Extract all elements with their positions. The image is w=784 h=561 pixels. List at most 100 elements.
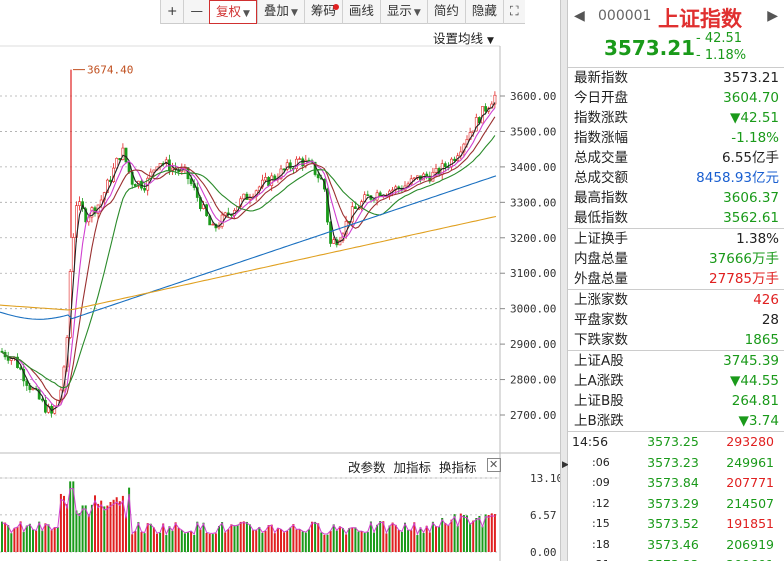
sub-bar bbox=[283, 532, 286, 552]
sub-bar bbox=[270, 524, 273, 552]
quote-label: 总成交额 bbox=[574, 170, 628, 186]
sub-bar bbox=[208, 533, 211, 552]
sub-bar bbox=[363, 533, 366, 552]
candle-body bbox=[316, 174, 320, 179]
toolbar-button-7[interactable]: 简约 bbox=[426, 0, 465, 24]
sub-bar bbox=[329, 530, 332, 552]
sub-bar bbox=[32, 529, 34, 552]
quote-group2: 上证换手 1.38% 内盘总量 37666万手 外盘总量 27785万手 bbox=[568, 229, 784, 290]
sub-bar bbox=[10, 533, 13, 552]
sub-bar bbox=[444, 522, 447, 552]
chevron-right-icon[interactable]: ▶ bbox=[562, 460, 569, 470]
sub-bar bbox=[301, 531, 304, 552]
sub-bar bbox=[493, 514, 496, 552]
ma5-line bbox=[1, 102, 496, 412]
candle-body bbox=[248, 197, 252, 200]
add-indicator-button[interactable]: 加指标 bbox=[393, 460, 432, 475]
tick-price: 3573.84 bbox=[647, 475, 699, 490]
tick-price: 3573.23 bbox=[647, 454, 699, 470]
quote-label: 上证换手 bbox=[574, 231, 628, 247]
quote-row: 平盘家数 28 bbox=[568, 310, 784, 330]
prev-stock-icon[interactable]: ◀ bbox=[574, 8, 585, 24]
quote-row: 指数涨幅 -1.18% bbox=[568, 128, 784, 148]
candle-body bbox=[353, 206, 357, 209]
sub-bar bbox=[450, 519, 453, 552]
sub-bar bbox=[143, 533, 146, 552]
sub-bar bbox=[304, 532, 307, 552]
quote-label: 下跌家数 bbox=[574, 332, 628, 348]
sub-bar bbox=[459, 513, 462, 552]
quote-value: ▼3.74 bbox=[738, 413, 779, 429]
candle-body bbox=[121, 147, 125, 160]
stock-code: 000001 bbox=[598, 8, 652, 24]
sub-bar bbox=[125, 516, 127, 552]
switch-indicator-button[interactable]: 换指标 bbox=[439, 460, 477, 475]
sub-bar bbox=[311, 521, 313, 552]
sub-bar bbox=[221, 522, 224, 552]
sub-bar bbox=[211, 534, 214, 552]
toolbar-button-5[interactable]: 画线 bbox=[341, 0, 380, 24]
candle-body bbox=[453, 158, 457, 161]
quote-group3: 上涨家数 426 平盘家数 28 下跌家数 1865 bbox=[568, 290, 784, 351]
toolbar-button-6[interactable]: 显示 ▼ bbox=[379, 0, 427, 24]
sub-bar bbox=[245, 521, 248, 552]
sub-bar bbox=[106, 505, 109, 552]
tick-list[interactable]: 14:56 3573.25 293280:06 3573.23 249961:09 357… bbox=[568, 432, 784, 561]
y-tick-label: 2900.00 bbox=[510, 338, 556, 351]
candle-body bbox=[223, 212, 227, 216]
sub-bar bbox=[50, 530, 53, 552]
candle-body bbox=[428, 175, 432, 182]
candle-body bbox=[329, 221, 333, 244]
sub-bar bbox=[218, 525, 220, 552]
sub-bar bbox=[466, 515, 468, 552]
kline-chart-area[interactable]: 3600.00 3500.00 3400.00 3300.00 3200.00 3100.… bbox=[0, 0, 560, 561]
sub-bar bbox=[345, 534, 348, 552]
candle-body bbox=[152, 169, 156, 173]
sub-bar bbox=[286, 530, 289, 552]
chevron-down-icon: ▼ bbox=[243, 9, 250, 19]
sub-bar bbox=[47, 524, 50, 552]
ma-setting-button[interactable]: 设置均线 ▼ bbox=[433, 28, 494, 47]
sub-bar bbox=[199, 529, 202, 552]
quote-row: 外盘总量 27785万手 bbox=[568, 269, 784, 289]
sub-bar bbox=[63, 495, 65, 552]
candle-body bbox=[78, 201, 81, 206]
sub-bar bbox=[379, 521, 382, 552]
chart-toolbar: + — 复权 ▼ 叠加 ▼ 筹码 画线 显示 ▼ 简约 隐藏 ⛶ bbox=[160, 0, 525, 24]
toolbar-button-8[interactable]: 隐藏 bbox=[464, 0, 503, 24]
sub-bar bbox=[180, 530, 183, 552]
toolbar-button-9[interactable]: ⛶ bbox=[502, 0, 525, 24]
kline-chart[interactable]: 3600.00 3500.00 3400.00 3300.00 3200.00 3100.… bbox=[0, 0, 560, 561]
quote-group4: 上证A股 3745.39 上A涨跌 ▼44.55 上证B股 264.81 上B涨跌 ▼3.74 bbox=[568, 351, 784, 432]
sub-bar bbox=[41, 530, 44, 552]
sub-bar bbox=[249, 524, 251, 552]
sub-bar bbox=[100, 500, 103, 552]
toolbar-button-4[interactable]: 筹码 bbox=[303, 0, 342, 24]
quote-label: 指数涨跌 bbox=[574, 110, 628, 126]
tick-time: :09 bbox=[592, 476, 610, 489]
candle-body bbox=[474, 117, 478, 132]
sub-bar bbox=[264, 530, 267, 552]
close-icon[interactable]: ✕ bbox=[486, 458, 501, 472]
sub-bar bbox=[447, 524, 450, 552]
toolbar-button-2[interactable]: 复权 ▼ bbox=[208, 0, 257, 24]
next-stock-icon[interactable]: ▶ bbox=[767, 8, 778, 24]
tick-volume: 206919 bbox=[726, 536, 774, 552]
tick-row: :09 3573.84 207771 bbox=[568, 473, 784, 494]
candle-body bbox=[375, 192, 379, 201]
chevron-down-icon: ▼ bbox=[290, 8, 298, 18]
quote-label: 上A涨跌 bbox=[574, 373, 624, 389]
toolbar-button-0[interactable]: + bbox=[160, 0, 183, 24]
panel-splitter[interactable]: ▶ bbox=[560, 0, 569, 561]
toolbar-button-1[interactable]: — bbox=[183, 0, 209, 24]
quote-value: 37666万手 bbox=[709, 251, 779, 267]
sub-bar bbox=[168, 526, 171, 552]
quote-stats: 最新指数 3573.21 今日开盘 3604.70 指数涨跌 ▼42.51 指数涨幅 -1.1… bbox=[568, 68, 784, 432]
sub-bar bbox=[230, 524, 233, 552]
modify-params-button[interactable]: 改参数 bbox=[348, 460, 386, 475]
toolbar-button-label: 筹码 bbox=[310, 3, 336, 18]
toolbar-button-3[interactable]: 叠加 ▼ bbox=[256, 0, 304, 24]
sub-bar bbox=[53, 527, 56, 552]
sub-bar bbox=[162, 523, 165, 552]
y-tick-label: 3600.00 bbox=[510, 90, 556, 103]
